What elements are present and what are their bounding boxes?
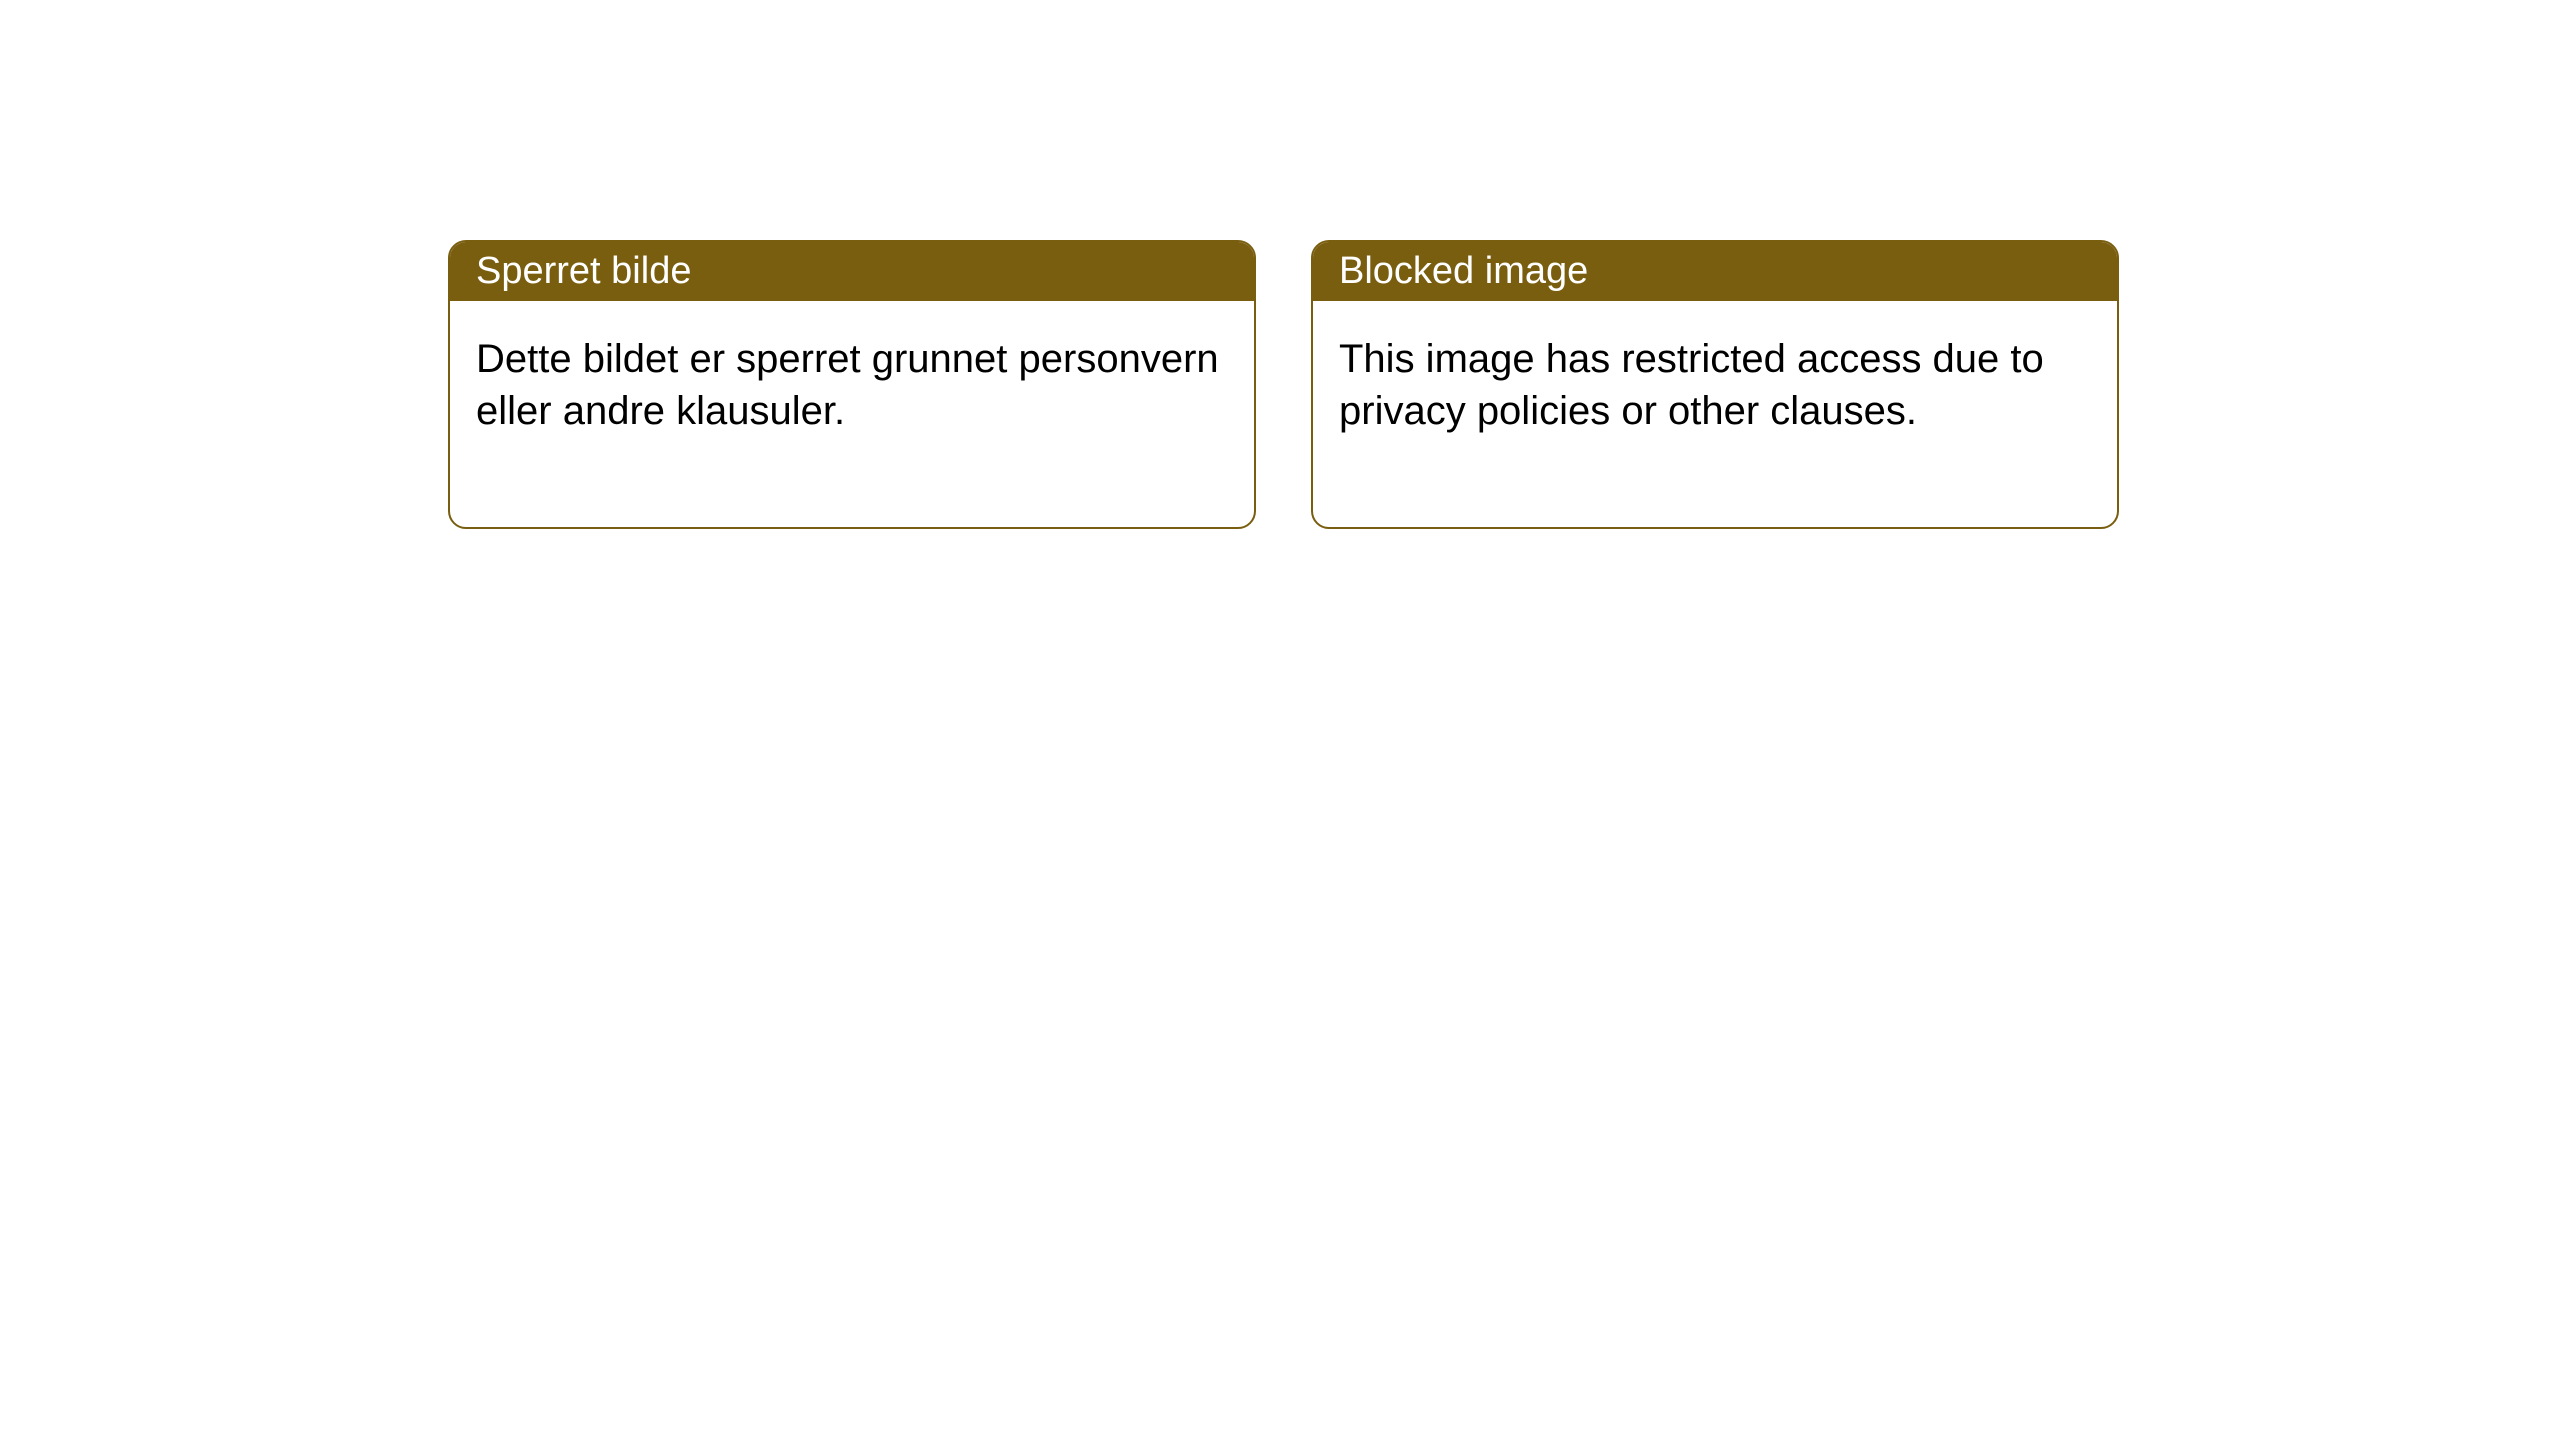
notice-card-norwegian: Sperret bilde Dette bildet er sperret gr… [448,240,1256,529]
notice-title: Sperret bilde [476,250,691,292]
notice-header: Blocked image [1313,242,2117,301]
notice-title: Blocked image [1339,250,1588,292]
notice-container: Sperret bilde Dette bildet er sperret gr… [0,0,2560,529]
notice-message: This image has restricted access due to … [1339,337,2044,433]
notice-message: Dette bildet er sperret grunnet personve… [476,337,1219,433]
notice-body: Dette bildet er sperret grunnet personve… [450,301,1254,527]
notice-header: Sperret bilde [450,242,1254,301]
notice-body: This image has restricted access due to … [1313,301,2117,527]
notice-card-english: Blocked image This image has restricted … [1311,240,2119,529]
